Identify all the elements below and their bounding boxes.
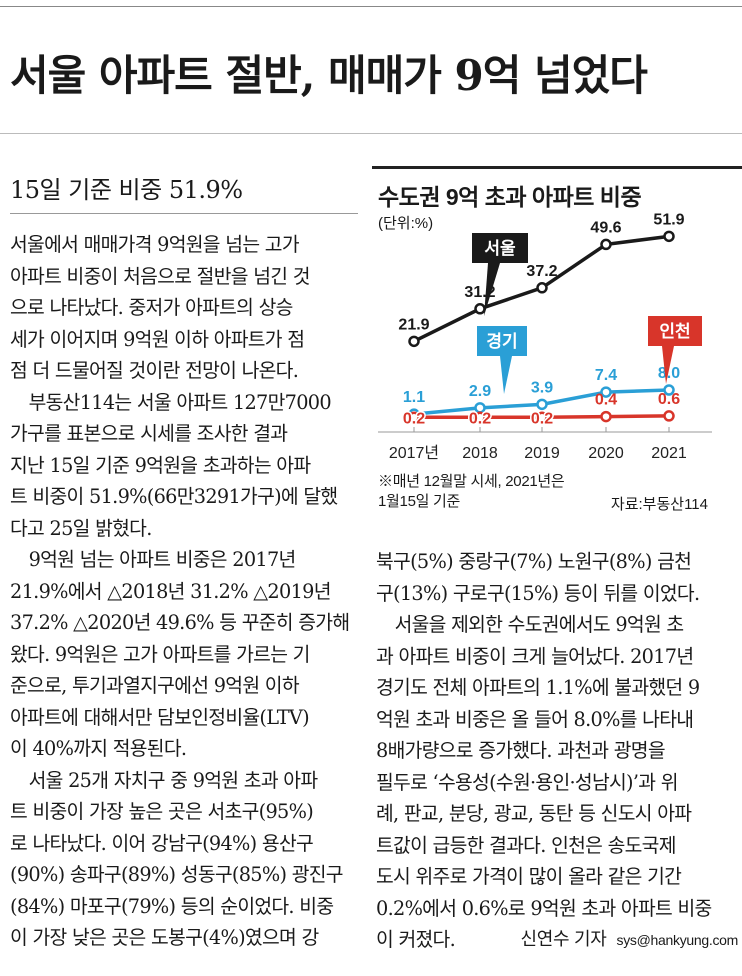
article-right-line: 이 커졌다. xyxy=(376,928,456,951)
article-left-line: 다고 25일 밝혔다. xyxy=(10,516,152,540)
article-right-line: 구(13%) 구로구(15%) 등이 뒤를 이었다. xyxy=(376,581,700,605)
chart-unit-label: (단위:%) xyxy=(378,215,434,232)
data-point xyxy=(663,384,675,396)
article-right-line: 서울을 제외한 수도권에서도 9억원 초 xyxy=(376,613,685,636)
article-right-line: 8배가량으로 증가했다. 과천과 광명을 xyxy=(376,739,666,762)
article-left-line: 서울 25개 자치구 중 9억원 초과 아파 xyxy=(10,768,318,792)
article-left-line: 이 40%까지 적용된다. xyxy=(10,737,187,760)
article-right-line: 과 아파트 비중이 크게 늘어났다. 2017년 xyxy=(376,644,694,668)
x-tick-label: 2017년 xyxy=(389,444,439,462)
data-label: 51.9 xyxy=(653,211,684,228)
series-callout-pointer xyxy=(662,346,674,384)
subheadline-divider xyxy=(10,213,358,214)
data-label: 0.6 xyxy=(658,391,680,408)
article-left-line: (90%) 송파구(89%) 성동구(85%) 광진구 xyxy=(10,863,344,886)
article-left-line: 37.2% △2020년 49.6% 등 꾸준히 증가해 xyxy=(10,611,350,634)
legend-label: 서울 xyxy=(484,239,516,258)
data-point xyxy=(536,411,548,424)
chart-footnote-line1: ※매년 12월말 시세, 2021년은 xyxy=(378,473,565,490)
chart-container: 수도권 9억 초과 아파트 비중 (단위:%) 2017년 2018 2019 202… xyxy=(372,166,742,526)
data-point xyxy=(536,398,548,411)
data-label: 0.2 xyxy=(531,410,553,427)
x-tick-label: 2021 xyxy=(651,445,687,462)
data-label: 49.6 xyxy=(590,219,621,236)
byline: 신연수 기자 sys@hankyung.com xyxy=(520,924,739,957)
article-left-line: 으로 나타났다. 중저가 아파트의 상승 xyxy=(10,296,293,319)
data-label: 0.2 xyxy=(403,410,425,427)
chart-title: 수도권 9억 초과 아파트 비중 xyxy=(378,184,642,210)
data-point xyxy=(474,411,486,424)
byline-email: sys@hankyung.com xyxy=(616,932,739,948)
series-callout-box xyxy=(477,326,527,356)
subheadline: 15일 기준 비중 51.9% xyxy=(10,176,243,204)
x-tick-label: 2019 xyxy=(524,445,560,462)
article-left-line: 트 비중이 51.9%(66만3291가구)에 달했 xyxy=(10,485,338,508)
article-left-line: 트 비중이 가장 높은 곳은 서초구(95%) xyxy=(10,800,314,823)
top-border xyxy=(0,0,742,7)
data-point xyxy=(663,230,675,243)
data-point xyxy=(408,335,420,348)
x-tick-label: 2020 xyxy=(588,445,624,462)
legend-label: 인천 xyxy=(659,322,690,341)
chart-source: 자료:부동산114 xyxy=(610,496,708,513)
data-label: 7.4 xyxy=(595,367,617,384)
series-callout-box xyxy=(648,316,702,346)
article-left-line: (84%) 마포구(79%) 등의 순이었다. 비중 xyxy=(10,894,334,918)
data-label: 2.9 xyxy=(469,383,491,400)
data-point xyxy=(600,410,612,423)
article-left-line: 왔다. 9억원은 고가 아파트를 가르는 기 xyxy=(10,642,310,666)
article-left-line: 준으로, 투기과열지구에선 9억원 이하 xyxy=(10,674,300,697)
article-right-line: 0.2%에서 0.6%로 9억원 초과 아파트 비중 xyxy=(376,896,712,920)
chart-footnote-line2: 1월15일 기준 xyxy=(378,493,460,510)
headline: 서울 아파트 절반, 매매가 9억 넘었다 xyxy=(10,51,648,100)
data-label: 0.4 xyxy=(595,392,617,409)
headline-divider xyxy=(0,133,742,134)
article-right-line: 도시 위주로 가격이 많이 올라 같은 기간 xyxy=(376,865,682,888)
article-left-line: 세가 이어지며 9억원 이하 아파트가 점 xyxy=(10,327,305,351)
article-right-line: 례, 판교, 분당, 광교, 동탄 등 신도시 아파 xyxy=(376,802,692,825)
data-point xyxy=(474,303,486,315)
article-right-line: 억원 초과 비중은 올 들어 8.0%를 나타내 xyxy=(376,707,694,731)
chart-top-rule xyxy=(372,166,742,169)
data-point xyxy=(663,410,675,422)
article-right-line: 경기도 전체 아파트의 1.1%에 불과했던 9 xyxy=(376,676,700,699)
byline-name: 신연수 기자 xyxy=(520,929,607,949)
data-point xyxy=(600,386,612,398)
article-left-line: 이 가장 낮은 곳은 도봉구(4%)였으며 강 xyxy=(10,926,319,949)
article-left-line: 가구를 표본으로 시세를 조사한 결과 xyxy=(10,422,288,445)
data-label: 21.9 xyxy=(398,316,429,333)
article-right-line: 필두로 ‘수용성(수원·용인·성남시)’과 위 xyxy=(376,770,679,794)
data-point xyxy=(600,238,612,251)
data-point xyxy=(408,411,420,424)
article-left-line: 아파트 비중이 처음으로 절반을 넘긴 것 xyxy=(10,264,310,288)
article-left-line: 아파트에 대해서만 담보인정비율(LTV) xyxy=(10,705,310,729)
data-label: 3.9 xyxy=(531,379,553,396)
data-label: 1.1 xyxy=(403,389,425,406)
article-right-line: 트값이 급등한 결과다. 인천은 송도국제 xyxy=(376,833,676,857)
data-label: 37.2 xyxy=(526,263,557,280)
chart-footnote: ※매년 12월말 시세, 2021년은 1월15일 기준 xyxy=(378,472,565,512)
article-left-line: 로 나타났다. 이어 강남구(94%) 용산구 xyxy=(10,831,314,855)
article-left-line: 점 더 드물어질 것이란 전망이 나온다. xyxy=(10,359,299,382)
article-left-line: 부동산114는 서울 아파트 127만7000 xyxy=(10,390,332,414)
series-callout-pointer xyxy=(500,356,512,394)
legend-label: 경기 xyxy=(486,332,517,351)
x-tick-label: 2018 xyxy=(462,445,498,462)
data-point xyxy=(536,282,548,294)
data-label: 0.2 xyxy=(469,410,491,427)
data-label: 8.0 xyxy=(658,365,680,382)
article-left-line: 서울에서 매매가격 9억원을 넘는 고가 xyxy=(10,233,300,256)
article-left-line: 21.9%에서 △2018년 31.2% △2019년 xyxy=(10,579,331,603)
article-left-line: 지난 15일 기준 9억원을 초과하는 아파 xyxy=(10,453,311,477)
article-right-line: 북구(5%) 중랑구(7%) 노원구(8%) 금천 xyxy=(376,550,692,573)
article-last-row: 이 커졌다. 신연수 기자 sys@hankyung.com xyxy=(376,924,738,957)
series-callout-box xyxy=(472,233,528,263)
article-left-line: 9억원 넘는 아파트 비중은 2017년 xyxy=(10,548,297,571)
series-callout-pointer xyxy=(484,263,500,316)
